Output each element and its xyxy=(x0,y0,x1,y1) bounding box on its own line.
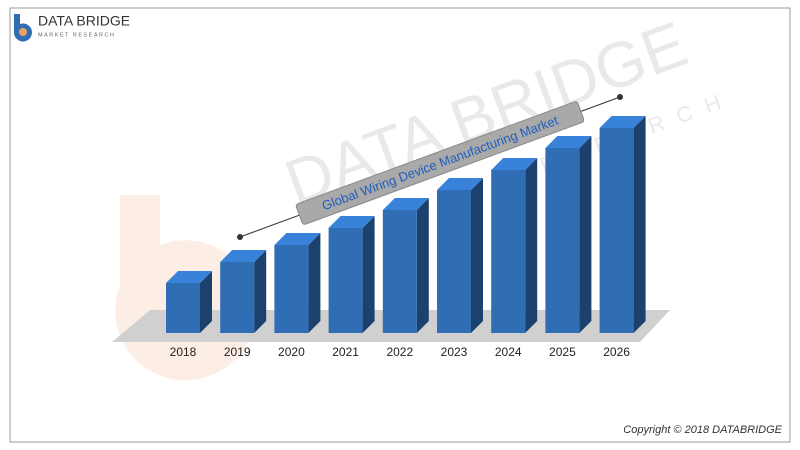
bar-top xyxy=(545,136,592,148)
logo-name: DATA BRIDGE xyxy=(38,13,130,29)
bar-top xyxy=(220,250,267,262)
title-box xyxy=(295,101,585,225)
bar xyxy=(274,233,321,333)
bar-front xyxy=(220,262,255,333)
bar-side xyxy=(362,216,375,333)
bar-top xyxy=(166,271,212,283)
bar-front xyxy=(437,190,471,333)
bar-top xyxy=(274,233,321,245)
bar-front xyxy=(491,170,526,333)
bar-side xyxy=(254,250,267,333)
bar-top xyxy=(599,116,646,128)
bar-front xyxy=(328,228,363,333)
x-tick-label: 2025 xyxy=(549,345,576,359)
x-tick-label: 2023 xyxy=(441,345,468,359)
bar-side xyxy=(633,116,646,333)
bar-side xyxy=(471,178,483,333)
bar-side xyxy=(525,158,538,333)
bar-top xyxy=(437,178,483,190)
bar-side xyxy=(200,271,212,333)
bar xyxy=(328,216,375,333)
x-tick-label: 2024 xyxy=(495,345,522,359)
x-tick-label: 2022 xyxy=(386,345,413,359)
bar-front xyxy=(545,148,580,333)
bar xyxy=(382,198,429,333)
logo-dot xyxy=(19,28,27,36)
bar xyxy=(220,250,267,333)
bar xyxy=(166,271,212,333)
bar-front xyxy=(274,245,309,333)
bars xyxy=(166,116,646,333)
bar xyxy=(491,158,538,333)
bar-side xyxy=(579,136,592,333)
x-tick-label: 2019 xyxy=(224,345,251,359)
bar-top xyxy=(491,158,538,170)
bar xyxy=(545,136,592,333)
bar-front xyxy=(166,283,200,333)
bar-front xyxy=(382,210,417,333)
logo-tagline: MARKET RESEARCH xyxy=(38,32,115,38)
logo: DATA BRIDGE MARKET RESEARCH xyxy=(13,13,130,42)
bar-side xyxy=(308,233,321,333)
x-tick-label: 2020 xyxy=(278,345,305,359)
x-tick-label: 2021 xyxy=(332,345,359,359)
title-dot xyxy=(617,94,623,100)
logo-mark xyxy=(13,14,32,42)
bar xyxy=(437,178,483,333)
bar-top xyxy=(382,198,429,210)
bar-front xyxy=(599,128,634,333)
x-tick-label: 2026 xyxy=(603,345,630,359)
bar-side xyxy=(416,198,429,333)
x-tick-label: 2018 xyxy=(170,345,197,359)
bar xyxy=(599,116,646,333)
title-dot xyxy=(237,234,243,240)
copyright: Copyright © 2018 DATABRIDGE xyxy=(623,424,782,436)
bar-top xyxy=(328,216,375,228)
